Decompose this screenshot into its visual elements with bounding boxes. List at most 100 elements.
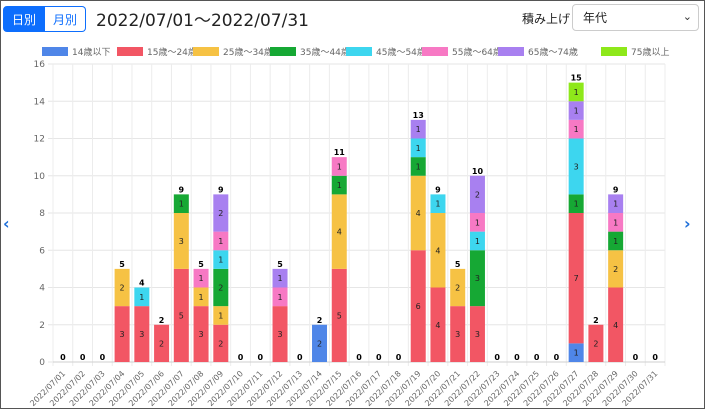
bar-segment [568, 138, 584, 195]
legend-label: 15歳～24歳 [147, 46, 197, 58]
stacked-bar-chart: 14歳以下 15歳～24歳 25歳～34歳 35歳～44歳 45歳～54歳 55歳～64歳… [28, 46, 669, 408]
bar-segment [154, 324, 170, 362]
bar-value-label: 2 [475, 190, 480, 199]
bar-value-label: 1 [574, 88, 579, 97]
bar-total-label: 10 [472, 167, 484, 176]
bar-value-label: 3 [179, 237, 184, 246]
bar-segment [213, 250, 229, 269]
date-range-title: 2022/07/01～2022/07/31 [96, 11, 309, 31]
bar-total-label: 5 [455, 260, 461, 269]
bar-segment [173, 213, 189, 269]
y-tick-label: 6 [39, 246, 45, 256]
bar-value-label: 1 [218, 237, 223, 246]
y-tick-label: 10 [34, 172, 46, 182]
bar-value-label: 1 [574, 200, 579, 209]
legend-swatch [117, 47, 143, 56]
bar-value-label: 1 [337, 162, 342, 171]
y-tick-label: 2 [39, 321, 45, 331]
bar-value-label: 1 [574, 349, 579, 358]
monthly-button[interactable]: 月別 [45, 6, 87, 32]
bar-value-label: 4 [337, 228, 342, 237]
bar-total-label: 9 [179, 185, 185, 194]
bar-value-label: 3 [475, 274, 480, 283]
legend-label: 25歳～34歳 [223, 46, 273, 58]
bar-value-label: 7 [574, 274, 579, 283]
bar-segment [193, 287, 209, 307]
bar-value-label: 1 [435, 200, 440, 209]
bar-value-label: 1 [475, 237, 480, 246]
bar-segment [568, 194, 584, 213]
bar-segment [568, 119, 584, 139]
stack-select[interactable]: 年代 ⌄ [572, 4, 699, 31]
y-tick-label: 8 [39, 209, 45, 219]
bar-total-label: 0 [376, 353, 382, 362]
bar-segment [193, 268, 209, 288]
legend-swatch [601, 47, 627, 56]
bar-segment [410, 250, 426, 362]
bar-total-label: 0 [60, 353, 66, 362]
bar-segment [134, 306, 150, 362]
bar-value-label: 4 [435, 246, 440, 255]
bar-value-label: 1 [416, 144, 421, 153]
bar-segment [410, 138, 426, 158]
bar-total-label: 5 [119, 260, 125, 269]
bar-segment [173, 268, 189, 362]
view-toggle: 日別 月別 [3, 6, 87, 32]
bar-total-label: 4 [139, 279, 145, 288]
bar-segment [410, 119, 426, 139]
bar-total-label: 13 [413, 111, 424, 120]
bar-segment [193, 306, 209, 362]
bar-segment [608, 250, 624, 288]
bar-segment [272, 268, 288, 288]
bar-segment [608, 231, 624, 251]
bar-value-label: 1 [277, 274, 282, 283]
bar-value-label: 1 [337, 181, 342, 190]
bar-segment [568, 213, 584, 344]
bar-segment [213, 324, 229, 362]
legend-label: 45歳～54歳 [376, 46, 426, 58]
stack-label: 積み上げ [522, 12, 571, 26]
legend-label: 65歳～74歳 [528, 46, 578, 58]
prev-arrow-icon[interactable]: ‹ [3, 214, 10, 233]
chevron-down-icon: ⌄ [682, 10, 692, 23]
bar-total-label: 2 [317, 316, 323, 325]
bar-segment [213, 268, 229, 307]
bar-value-label: 1 [475, 218, 480, 227]
bar-value-label: 2 [613, 265, 618, 274]
legend: 14歳以下 15歳～24歳 25歳～34歳 35歳～44歳 45歳～54歳 55歳～64歳… [42, 46, 669, 58]
bar-segment [410, 175, 426, 251]
bar-total-label: 0 [514, 353, 520, 362]
bar-total-label: 0 [80, 353, 86, 362]
bar-total-label: 0 [297, 353, 303, 362]
y-tick-label: 16 [34, 60, 46, 70]
bar-value-label: 1 [416, 162, 421, 171]
bar-value-label: 1 [613, 200, 618, 209]
y-tick-label: 12 [34, 135, 45, 145]
bar-value-label: 3 [574, 162, 579, 171]
bar-segment [469, 250, 485, 307]
bar-value-label: 6 [416, 302, 421, 311]
bar-total-label: 9 [613, 185, 619, 194]
bar-value-label: 1 [199, 293, 204, 302]
bar-value-label: 2 [218, 284, 223, 293]
bar-total-label: 0 [100, 353, 106, 362]
bar-total-label: 9 [435, 185, 441, 194]
bar-total-label: 0 [633, 353, 639, 362]
legend-swatch [346, 47, 372, 56]
bar-total-label: 0 [396, 353, 402, 362]
daily-button[interactable]: 日別 [3, 6, 46, 32]
bar-segment [134, 287, 150, 307]
y-tick-label: 4 [39, 284, 45, 294]
bar-segment [173, 194, 189, 213]
bar-value-label: 2 [455, 284, 460, 293]
y-tick-label: 0 [39, 358, 45, 368]
bar-segment [469, 213, 485, 232]
legend-label: 14歳以下 [72, 46, 110, 58]
legend-swatch [42, 47, 68, 56]
bar-segment [114, 306, 130, 362]
bar-value-label: 3 [277, 330, 282, 339]
next-arrow-icon[interactable]: › [684, 214, 691, 233]
bar-value-label: 2 [120, 284, 125, 293]
bar-value-label: 5 [179, 311, 184, 320]
